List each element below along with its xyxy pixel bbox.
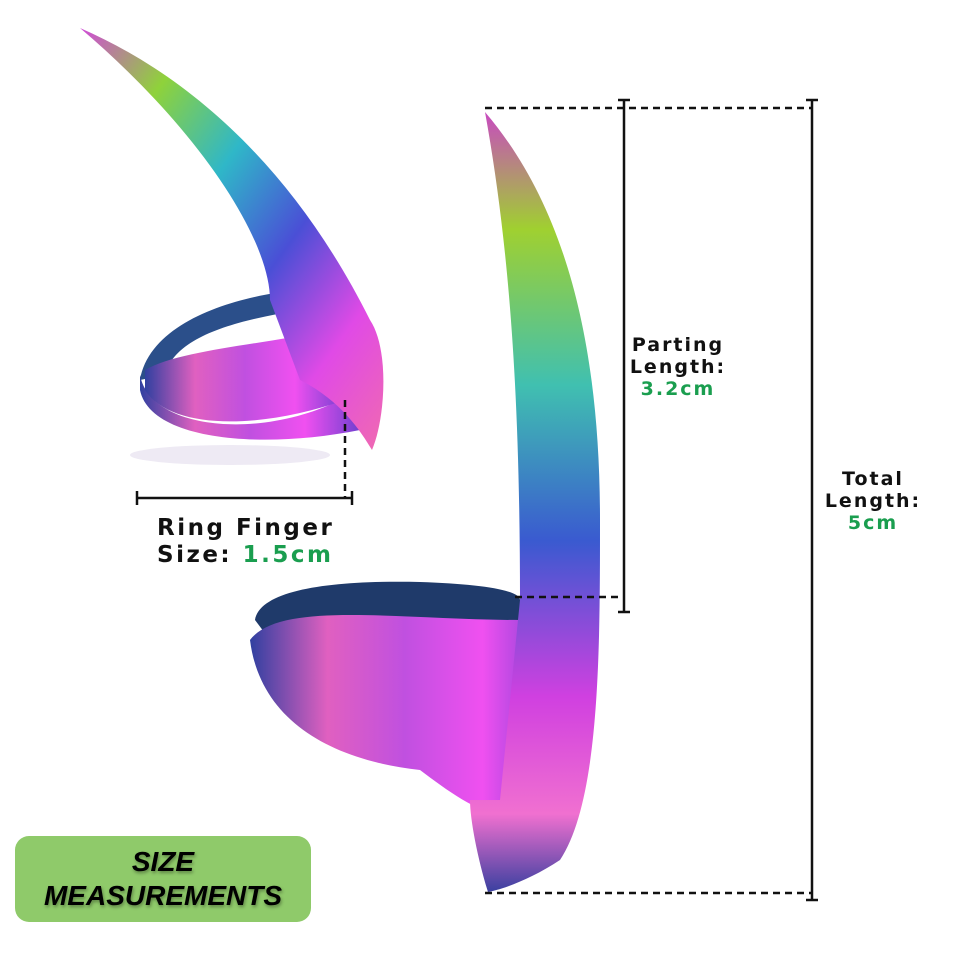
measurement-lines <box>135 98 818 902</box>
ring-size-value: 1.5cm <box>242 542 334 568</box>
ring-size-row: Size: 1.5cm <box>157 542 334 569</box>
size-measurements-badge: SIZE MEASUREMENTS <box>15 836 311 922</box>
small-ring-image <box>80 28 384 465</box>
total-length-value: 5cm <box>847 512 899 534</box>
total-line1: Total <box>842 468 904 490</box>
parting-length-value: 3.2cm <box>640 378 716 400</box>
badge-line2: MEASUREMENTS <box>43 880 282 911</box>
parting-line2: Length: <box>629 356 727 378</box>
total-length-label: Total Length: 5cm <box>813 468 933 534</box>
total-line2: Length: <box>824 490 922 512</box>
parting-line1: Parting <box>631 334 725 356</box>
size-label: Size: <box>157 542 233 568</box>
ring-finger-size-label: Ring Finger Size: 1.5cm <box>157 515 334 569</box>
parting-length-label: Parting Length: 3.2cm <box>618 334 738 400</box>
ring-finger-title: Ring Finger <box>157 515 335 541</box>
large-ring-image <box>250 112 600 892</box>
badge-line1: SIZE <box>131 846 195 877</box>
